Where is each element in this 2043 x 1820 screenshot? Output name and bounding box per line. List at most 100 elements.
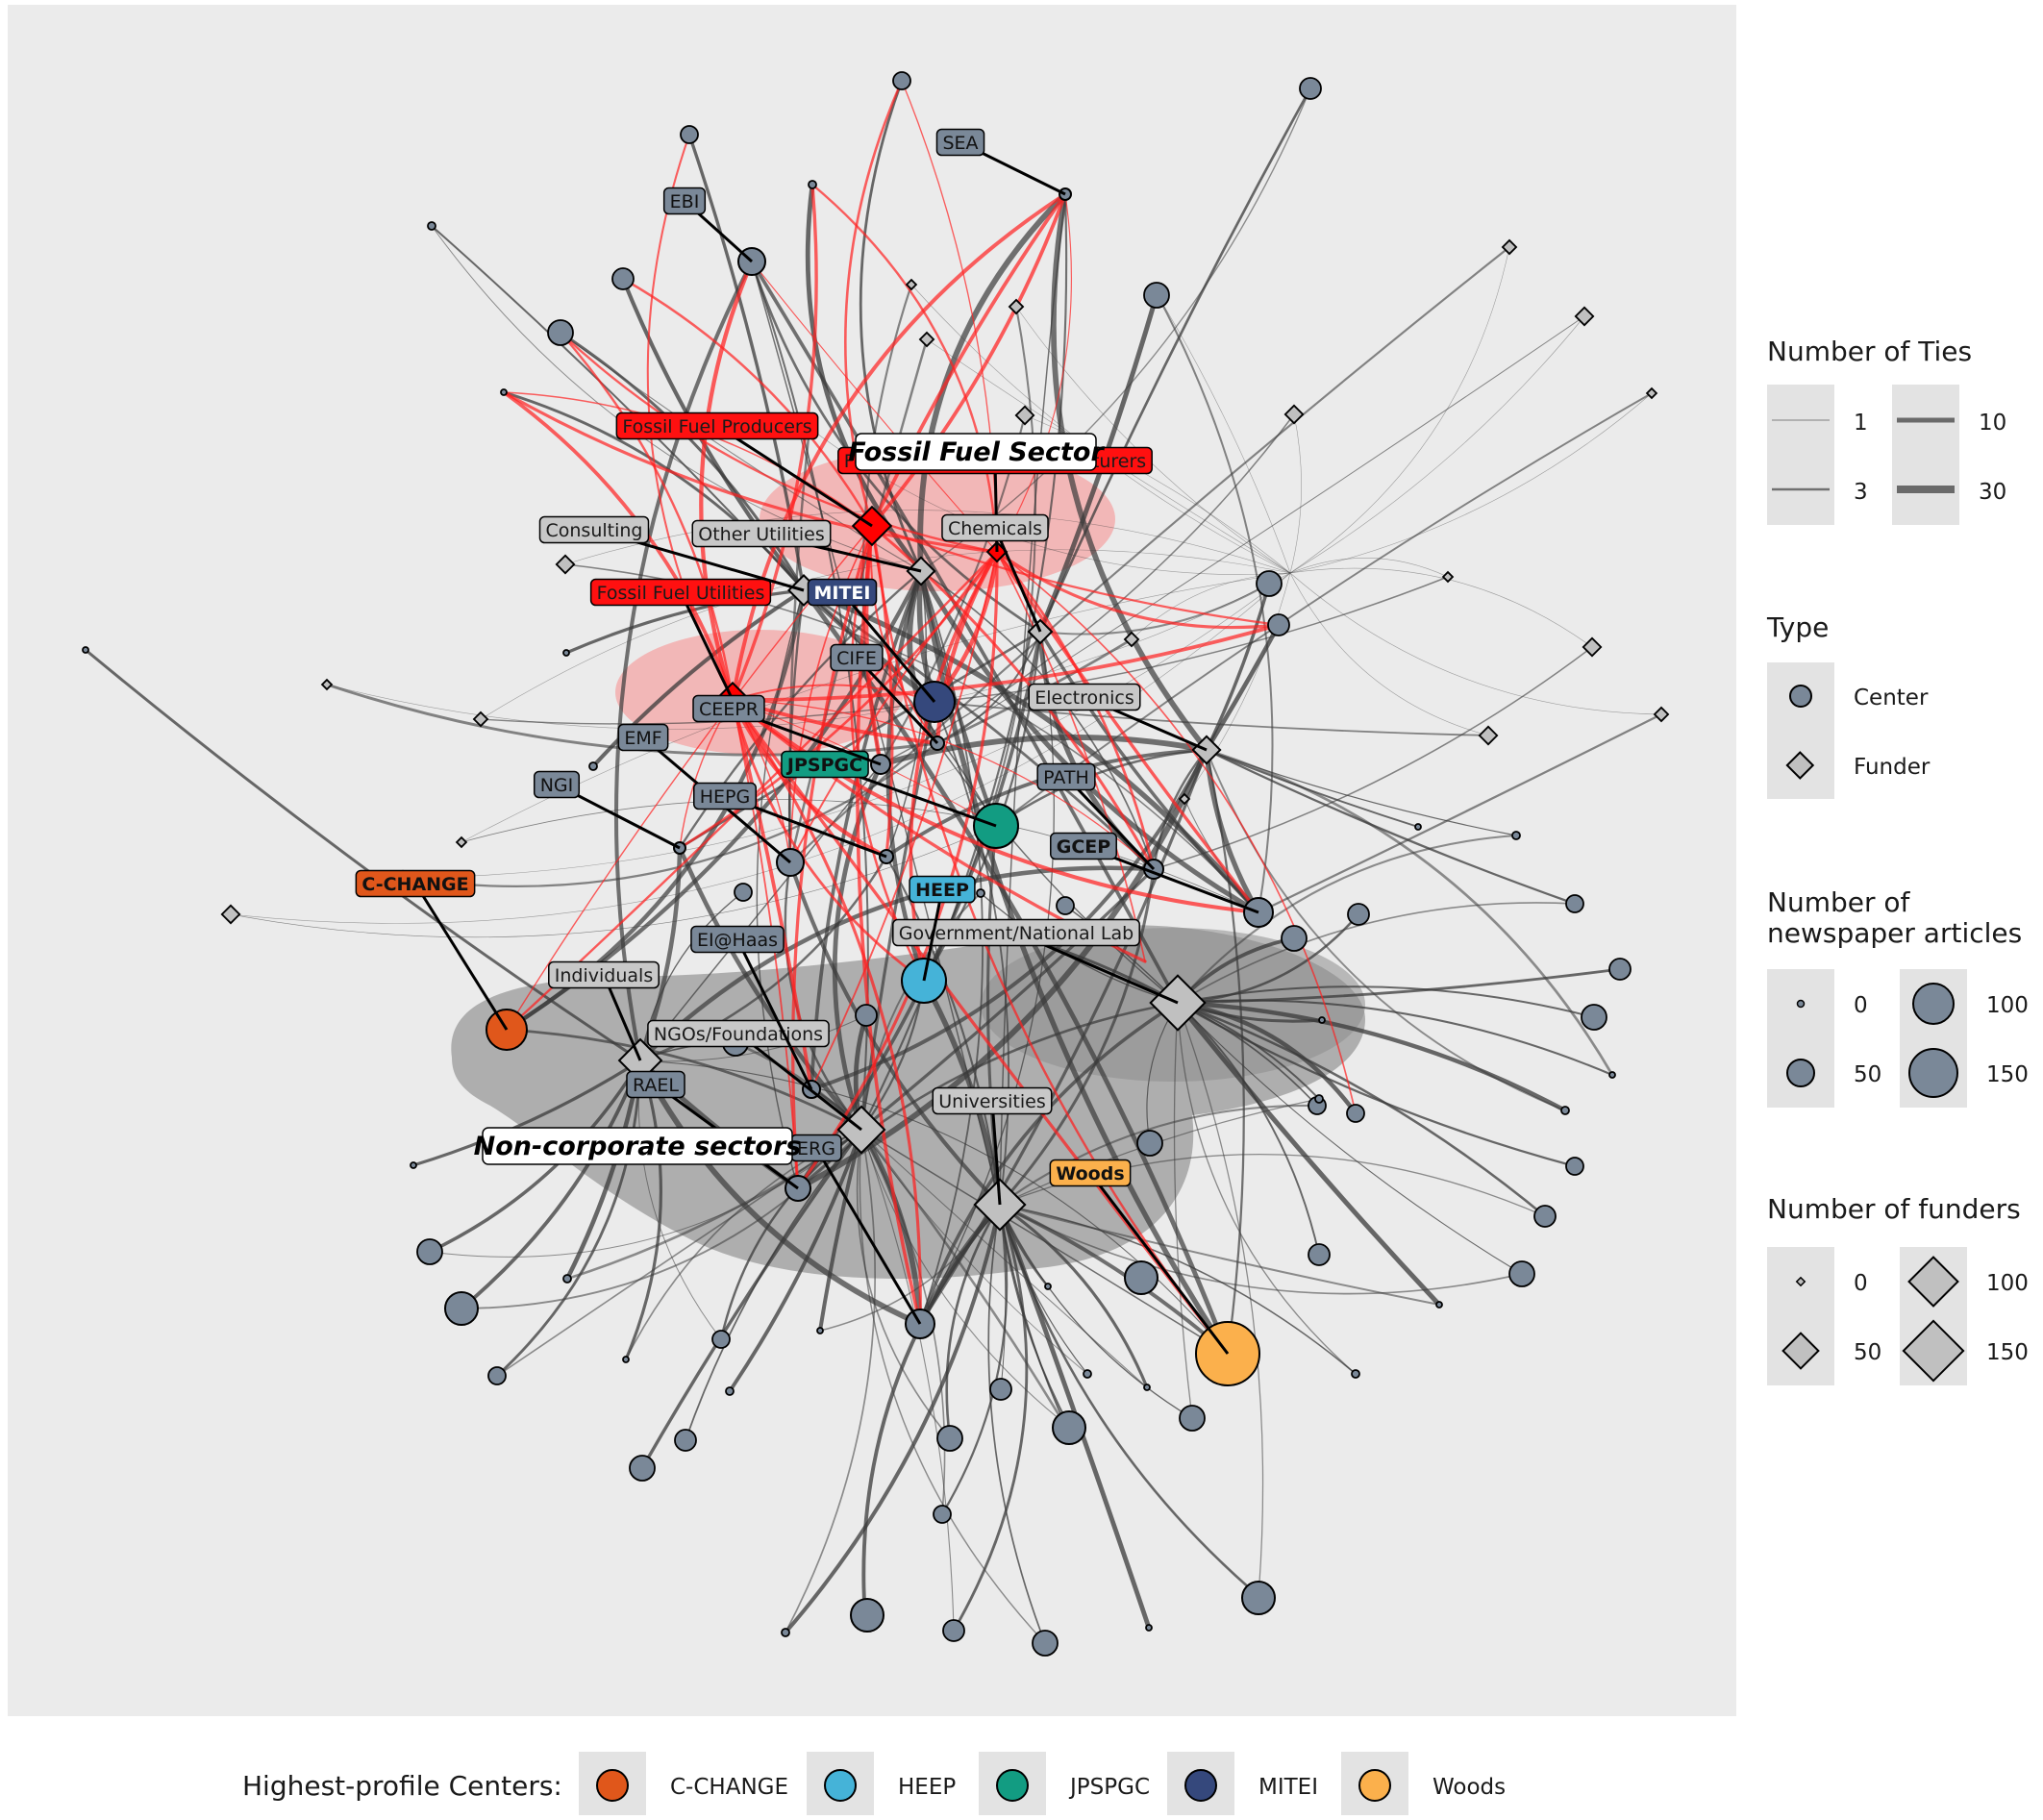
center-node (1143, 282, 1170, 309)
center-node (1241, 1581, 1276, 1615)
center-node (1346, 1104, 1365, 1123)
label-chem: Chemicals (941, 513, 1049, 633)
label-box (690, 925, 785, 954)
label-c_change: C-CHANGE (355, 869, 509, 1031)
label-leader (1064, 775, 1156, 871)
legend-highest-title: Highest-profile Centers: (242, 1770, 562, 1802)
center-node (1435, 1301, 1443, 1309)
center-node (82, 646, 89, 654)
center-node (487, 1366, 507, 1385)
center-node (933, 1505, 952, 1524)
corporate-edge (730, 697, 889, 860)
edge (998, 867, 1156, 1207)
label-leader (922, 888, 944, 982)
corporate-edge (788, 550, 999, 864)
legend-ties-title: Number of Ties (1767, 336, 1972, 367)
corporate-edge (730, 697, 1261, 915)
edge (431, 225, 922, 572)
label-text-woods: Woods (1056, 1163, 1124, 1184)
funder-node (320, 678, 334, 691)
edge (624, 1059, 662, 1361)
edge (1176, 1001, 1547, 1218)
funder-node (1123, 631, 1140, 648)
legend-ties-30: 30 (1979, 480, 2006, 505)
legend-woods-label: Woods (1433, 1775, 1506, 1800)
corporate-edge (731, 192, 1067, 702)
corporate-edge (995, 550, 1260, 914)
center-node (734, 883, 753, 902)
center-node (1267, 613, 1290, 636)
funder-node (1501, 238, 1518, 256)
label-text-gcep: GCEP (1057, 836, 1111, 858)
label-box (892, 918, 1140, 947)
label-box (935, 128, 985, 157)
edge (495, 1059, 642, 1378)
edge (918, 748, 1208, 1326)
center-node (850, 1598, 884, 1633)
edge (1289, 246, 1510, 574)
edge (832, 761, 884, 1133)
label-leader (737, 1032, 862, 1132)
center-node (674, 1429, 697, 1452)
center-node (427, 221, 436, 231)
corporate-edge (789, 525, 873, 863)
label-jpspgc: JPSPGC (781, 750, 997, 828)
edge (411, 1059, 642, 1167)
center-node (781, 1628, 790, 1637)
edge (917, 191, 1068, 574)
label-text-elec: Electronics (1034, 687, 1134, 709)
label-leader (413, 883, 509, 1031)
corporate-edge (870, 524, 1281, 627)
label-leader (855, 656, 939, 745)
corporate-edge (731, 698, 922, 1326)
legend-articles-50-icon (1786, 1059, 1815, 1087)
legend-ties: Number of Ties 1 3 10 30 (1767, 336, 2006, 525)
label-box (807, 578, 878, 607)
label-box (548, 960, 660, 989)
edge (1175, 1000, 1568, 1113)
center-node (1608, 1071, 1616, 1079)
funder-node (1441, 570, 1455, 584)
center-node (711, 1330, 731, 1349)
center-node (1143, 1384, 1151, 1391)
edge (934, 701, 1010, 1206)
edge (1175, 1000, 1358, 1116)
center-node (1508, 1260, 1535, 1287)
label-ngi: NGI (533, 770, 681, 850)
funder-node (555, 554, 576, 575)
legend-articles-title-1: Number of (1767, 886, 1911, 918)
legend-jpspgc-label: JPSPGC (1068, 1775, 1150, 1800)
label-text-mitei: MITEI (814, 583, 871, 604)
legend-articles-title-2: newspaper articles (1767, 917, 2022, 949)
label-box (662, 187, 707, 215)
funder-node (905, 278, 918, 291)
corporate-edge (559, 331, 735, 702)
edge (637, 865, 1157, 1063)
annotation-fossil-text: Fossil Fuel Sector (848, 437, 1105, 467)
legend-funders-100: 100 (1986, 1271, 2029, 1296)
center-node (1347, 903, 1370, 926)
edge (860, 1129, 1071, 1429)
edge (559, 331, 806, 592)
legend-type-title: Type (1766, 611, 1829, 643)
legend-funders-150-icon (1902, 1319, 1965, 1383)
legend-ties-10: 10 (1979, 411, 2006, 436)
corporate-edge (996, 551, 1357, 1114)
corporate-edge (810, 551, 998, 1090)
label-text-cons: Consulting (546, 520, 643, 541)
label-eihaas: EI@Haas (690, 925, 813, 1090)
edge (998, 1104, 1319, 1207)
label-text-cife: CIFE (836, 648, 877, 669)
label-box (781, 750, 869, 779)
edge (884, 855, 1002, 1207)
label-leader (840, 591, 936, 703)
edge (880, 413, 1295, 765)
label-text-hepg: HEPG (700, 786, 750, 808)
funder-node (1014, 405, 1035, 426)
label-leader (990, 1100, 1002, 1206)
center-node (1032, 1630, 1059, 1657)
label-leader (716, 424, 873, 528)
edge (1152, 748, 1208, 871)
legend-funders-0-icon (1795, 1276, 1806, 1287)
legend-heep-label: HEEP (898, 1775, 956, 1800)
